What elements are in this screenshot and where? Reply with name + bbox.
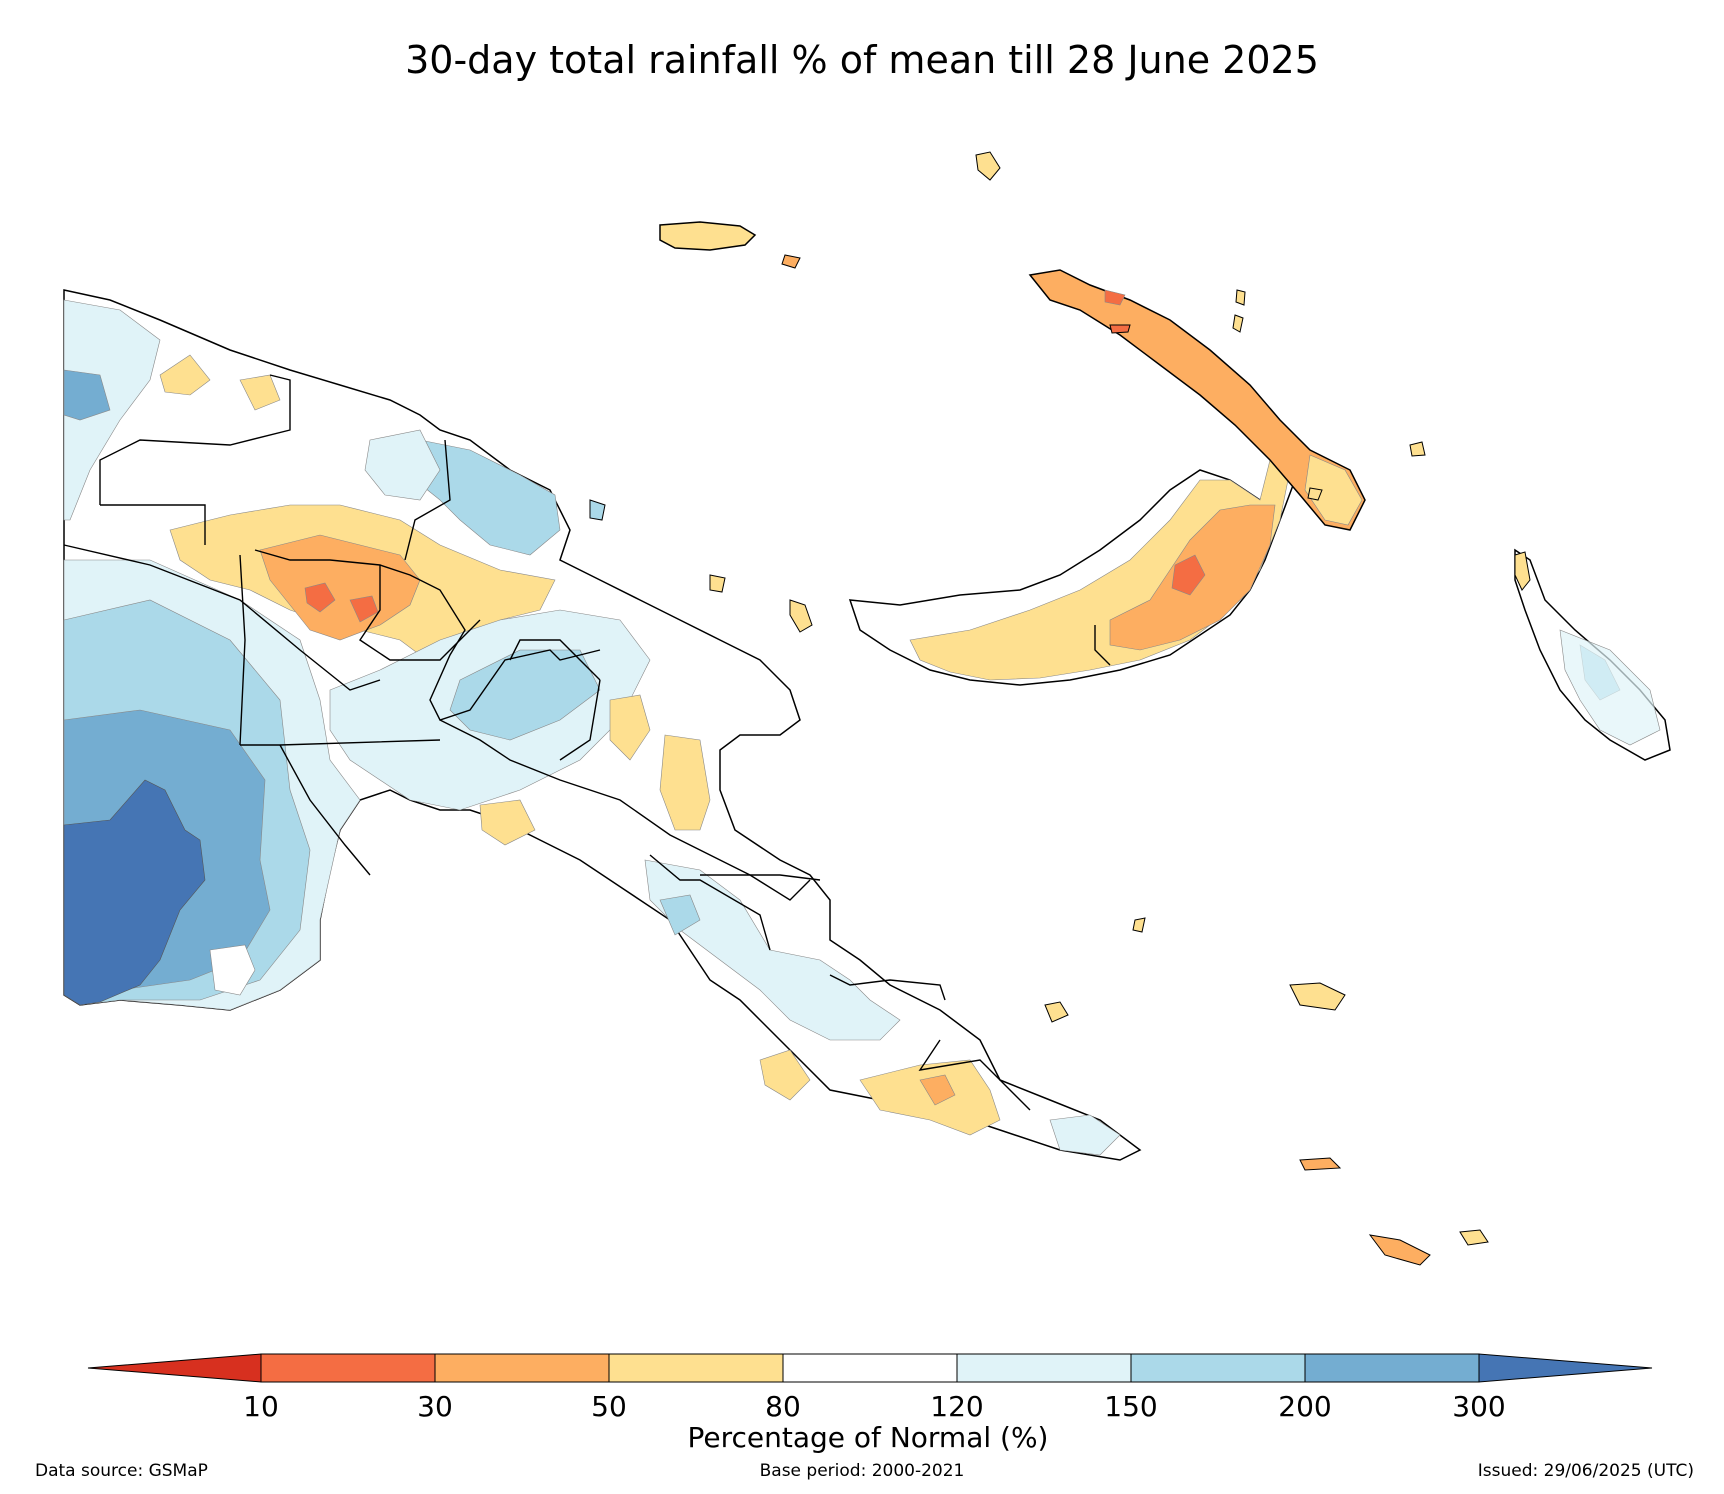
misima-island bbox=[1299, 1157, 1342, 1171]
zone-southwest-deep bbox=[63, 779, 206, 1006]
zone-north-yellow bbox=[159, 354, 211, 396]
zone-east-blue bbox=[659, 894, 701, 936]
karkar-island bbox=[589, 499, 606, 521]
zone-west-pale bbox=[63, 299, 161, 521]
issued-date-note: Issued: 29/06/2025 (UTC) bbox=[1477, 1461, 1694, 1481]
colorbar-tick-200: 200 bbox=[1278, 1390, 1331, 1423]
colorbar-segment-30-50 bbox=[434, 1353, 610, 1383]
zone-madang-yellow bbox=[609, 694, 651, 761]
zone-sepik-pale bbox=[364, 429, 441, 501]
map-title: 30-day total rainfall % of mean till 28 … bbox=[405, 38, 1319, 82]
colorbar-tick-80: 80 bbox=[765, 1390, 801, 1423]
mainland bbox=[63, 289, 1142, 1161]
new-ireland bbox=[1028, 269, 1366, 531]
new-britain bbox=[848, 439, 1301, 686]
manus-outline bbox=[659, 221, 757, 251]
trobriand-island bbox=[1132, 917, 1146, 933]
zone-north-yellow-2 bbox=[239, 374, 281, 411]
base-period-note: Base period: 2000-2021 bbox=[759, 1461, 965, 1481]
colorbar-extend-high bbox=[1478, 1353, 1653, 1383]
tabar-island bbox=[1232, 314, 1244, 333]
small-islet-1 bbox=[1307, 487, 1323, 501]
colorbar: 10 30 50 80 120 150 200 300 Percentage o… bbox=[87, 1353, 1653, 1454]
sudest-island bbox=[1368, 1234, 1431, 1266]
bougainville bbox=[1514, 548, 1671, 761]
long-island bbox=[709, 574, 726, 593]
colorbar-segment-10-30 bbox=[260, 1353, 436, 1383]
zone-highlands-orange bbox=[259, 534, 421, 641]
zone-papua-orange bbox=[919, 1074, 956, 1106]
province-boundaries bbox=[63, 374, 1031, 1111]
colorbar-segment-50-80 bbox=[608, 1353, 784, 1383]
colorbar-segment-120-150 bbox=[956, 1353, 1132, 1383]
manus-island bbox=[659, 221, 801, 269]
mussau-island bbox=[975, 151, 1001, 181]
colorbar-tick-150: 150 bbox=[1104, 1390, 1157, 1423]
colorbar-extend-low bbox=[87, 1353, 262, 1383]
woodlark-island bbox=[1289, 982, 1346, 1011]
feni-island bbox=[1409, 441, 1426, 457]
colorbar-tick-120: 120 bbox=[930, 1390, 983, 1423]
zone-east-pale bbox=[644, 859, 901, 1041]
manus-islet-east bbox=[781, 254, 801, 269]
zone-west-coast-blue bbox=[63, 369, 111, 421]
lihir-island bbox=[1235, 289, 1246, 306]
zone-fly-pocket bbox=[209, 944, 256, 996]
colorbar-tick-30: 30 bbox=[417, 1390, 453, 1423]
new-britain-red bbox=[1171, 554, 1206, 596]
colorbar-segment-200-300 bbox=[1304, 1353, 1480, 1383]
small-islands bbox=[589, 151, 1489, 1266]
umboi-island bbox=[789, 599, 813, 633]
zone-milne-pale bbox=[1049, 1114, 1121, 1156]
colorbar-tick-10: 10 bbox=[243, 1390, 279, 1423]
duke-islet bbox=[1109, 324, 1131, 334]
zone-morobe-yellow bbox=[659, 734, 711, 831]
zone-central-blue bbox=[449, 649, 601, 741]
zone-papua-yellow bbox=[859, 1059, 1001, 1136]
colorbar-segment-150-200 bbox=[1130, 1353, 1306, 1383]
data-source-note: Data source: GSMaP bbox=[35, 1461, 208, 1481]
colorbar-tick-50: 50 bbox=[591, 1390, 627, 1423]
colorbar-segment-80-120 bbox=[782, 1353, 958, 1383]
new-ireland-red bbox=[1104, 289, 1126, 306]
new-ireland-yellow bbox=[1304, 454, 1363, 526]
zone-sepik-blue bbox=[414, 439, 561, 556]
colorbar-tick-300: 300 bbox=[1452, 1390, 1505, 1423]
new-ireland-outline bbox=[1028, 269, 1366, 531]
buka-island bbox=[1514, 551, 1531, 591]
zone-gulf-yellow bbox=[479, 799, 536, 846]
bougainville-pale bbox=[1559, 629, 1661, 746]
rossel-island bbox=[1459, 1229, 1489, 1246]
new-britain-boundary bbox=[1094, 625, 1111, 666]
colorbar-label: Percentage of Normal (%) bbox=[688, 1421, 1049, 1454]
zone-southeast-yellow bbox=[759, 1049, 811, 1101]
zone-highlands-red-1 bbox=[304, 582, 336, 613]
goodenough-island bbox=[1044, 1001, 1069, 1023]
